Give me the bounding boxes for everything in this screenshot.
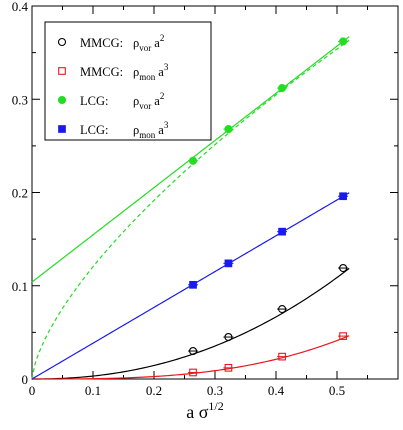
- data-point: [224, 125, 233, 134]
- data-point: [278, 227, 286, 236]
- legend-label: LCG: ρmon a3: [80, 120, 169, 140]
- legend: MMCG: ρvor a2 MMCG: ρmon a3 LCG: ρvor a2 LCG: ρmon…: [44, 21, 212, 141]
- legend-label: MMCG: ρvor a2: [80, 33, 164, 53]
- data-points: [188, 37, 349, 377]
- fit-curve-dashed: [31, 39, 350, 380]
- y-tick-label: 0.4: [12, 0, 29, 14]
- data-point: [224, 363, 233, 372]
- data-point: [339, 332, 347, 340]
- data-point: [224, 259, 233, 268]
- data-point: [189, 280, 197, 289]
- data-point: [224, 332, 233, 342]
- y-tick-label: 0.3: [12, 92, 28, 107]
- y-tick-label: 0.1: [12, 279, 28, 294]
- legend-label: LCG: ρvor a2: [80, 91, 164, 111]
- data-point: [188, 346, 198, 356]
- legend-label: MMCG: ρmon a3: [80, 62, 169, 82]
- fit-curve: [32, 335, 350, 380]
- y-tick-label: 0.2: [12, 186, 28, 201]
- axis-ticks: 0 0.1 0.2 0.3 0.4 0.5 0 0.1 0.2 0.3 0.4: [12, 0, 398, 398]
- data-point: [278, 305, 287, 314]
- data-point: [189, 368, 197, 377]
- x-tick-label: 0.4: [268, 383, 285, 398]
- x-tick-label: 0.1: [85, 383, 101, 398]
- data-point: [339, 192, 347, 201]
- x-axis-label: a σ1/2: [186, 399, 224, 422]
- fit-curve: [32, 267, 350, 380]
- legend-marker: [57, 95, 67, 105]
- x-tick-label: 0.3: [207, 383, 223, 398]
- data-point: [339, 263, 348, 273]
- x-tick-label: 0: [29, 383, 36, 398]
- legend-box: [44, 21, 212, 141]
- x-tick-label: 0.5: [329, 383, 345, 398]
- legend-marker: [58, 125, 66, 133]
- y-tick-label: 0: [22, 372, 29, 387]
- x-axis-title: a σ1/2: [186, 399, 224, 422]
- data-point: [339, 37, 348, 46]
- data-point: [278, 352, 286, 361]
- data-point: [278, 84, 287, 93]
- legend-marker: [58, 67, 66, 75]
- x-tick-label: 0.2: [146, 383, 162, 398]
- legend-marker: [57, 37, 67, 47]
- data-point: [188, 156, 198, 165]
